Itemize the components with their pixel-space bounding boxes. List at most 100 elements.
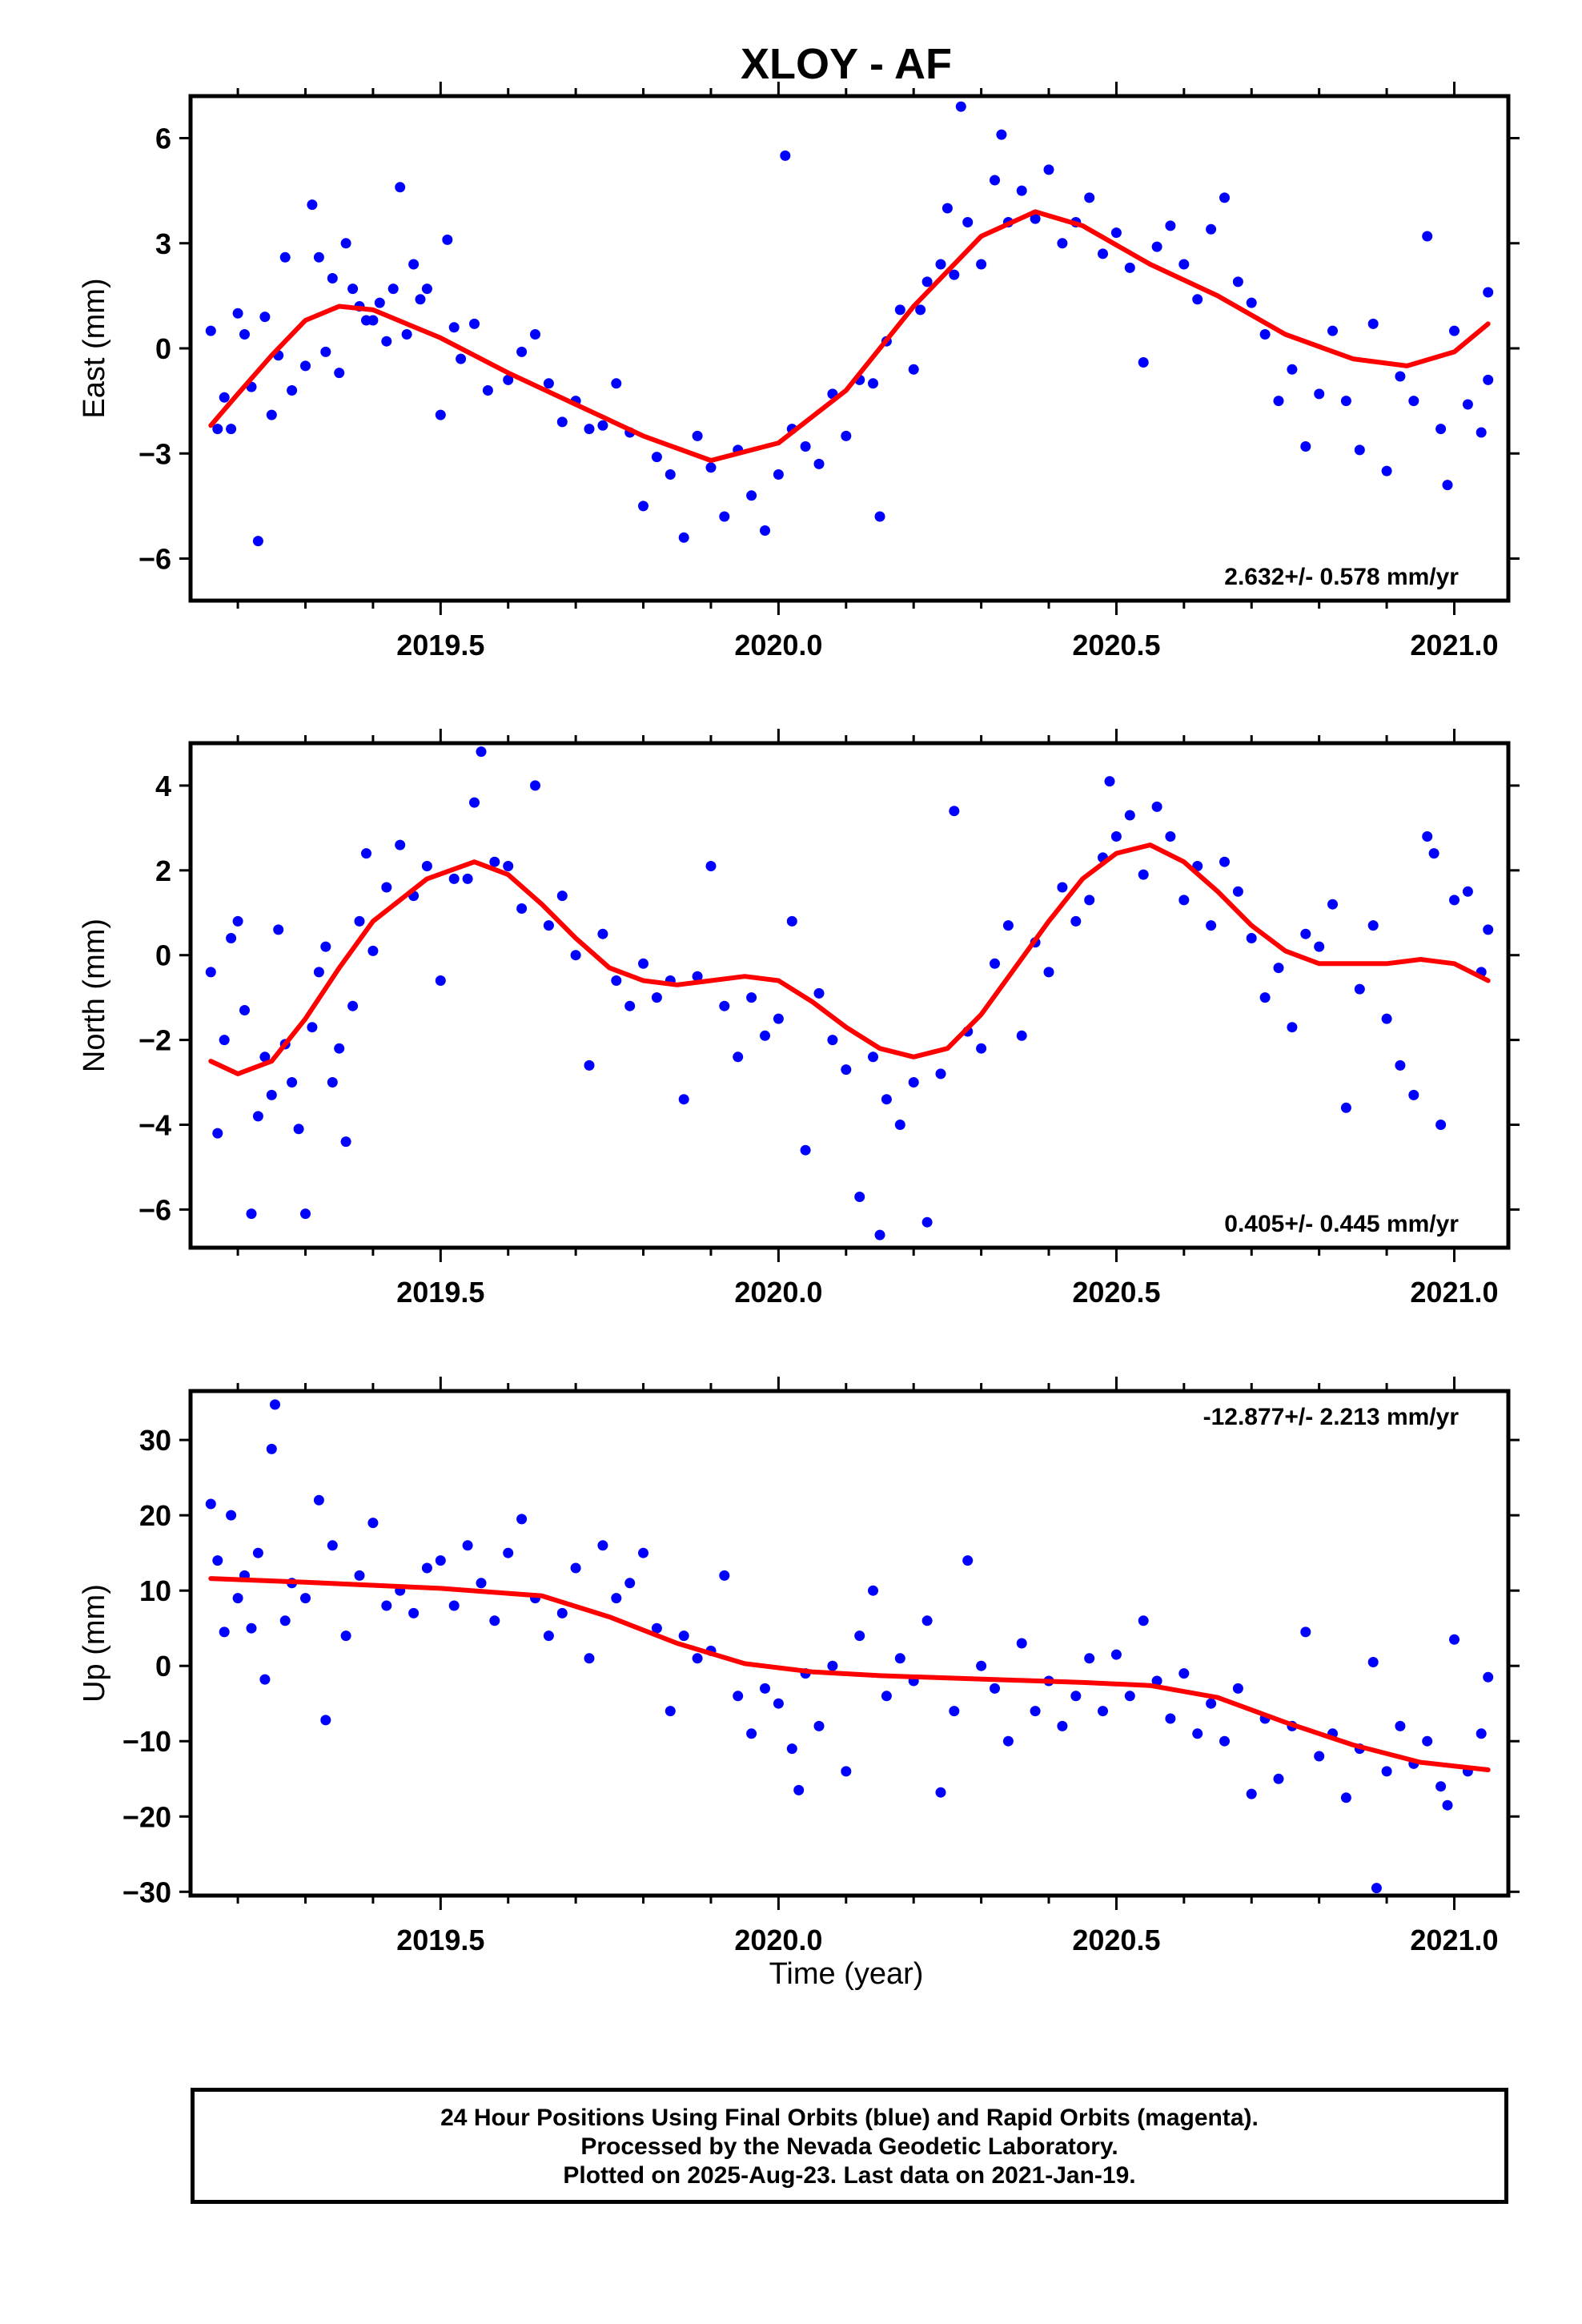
data-point bbox=[813, 458, 825, 469]
north-fit-line bbox=[208, 842, 1491, 1076]
data-point bbox=[1219, 856, 1230, 867]
data-point bbox=[915, 304, 926, 316]
data-point bbox=[1462, 399, 1473, 410]
data-point bbox=[990, 1683, 1000, 1694]
data-point bbox=[570, 1562, 581, 1574]
data-point bbox=[570, 950, 581, 961]
data-point bbox=[1030, 1706, 1041, 1717]
data-point bbox=[246, 1622, 257, 1634]
data-point bbox=[827, 1035, 838, 1046]
data-point bbox=[226, 1510, 237, 1521]
data-point bbox=[678, 1630, 689, 1642]
data-point bbox=[313, 1494, 324, 1506]
data-point bbox=[692, 971, 703, 982]
data-point bbox=[516, 346, 528, 357]
data-point bbox=[347, 283, 359, 295]
data-point bbox=[1371, 1883, 1382, 1894]
data-point bbox=[442, 234, 453, 245]
data-point bbox=[651, 452, 662, 463]
y-tick-label: 10 bbox=[139, 1574, 171, 1607]
data-point bbox=[334, 1043, 345, 1054]
data-point bbox=[469, 797, 480, 808]
y-tick-label: −10 bbox=[122, 1725, 171, 1758]
data-point bbox=[719, 511, 730, 522]
data-point bbox=[266, 409, 277, 420]
data-point bbox=[1178, 259, 1190, 270]
data-point bbox=[361, 848, 371, 859]
x-tick-label: 2021.0 bbox=[1410, 1276, 1498, 1309]
data-point bbox=[746, 1728, 757, 1739]
y-tick-label: −30 bbox=[122, 1876, 171, 1908]
data-point bbox=[719, 1570, 730, 1581]
data-point bbox=[1435, 1120, 1447, 1130]
data-point bbox=[1219, 1735, 1230, 1747]
y-tick-label: −4 bbox=[139, 1108, 171, 1141]
data-point bbox=[226, 424, 237, 435]
up-x-ticks: 2019.5 2020.0 2020.5 2021.0 bbox=[236, 1377, 1499, 1956]
plot-title: XLOY - AF bbox=[741, 40, 952, 88]
data-point bbox=[1016, 185, 1027, 196]
data-point bbox=[307, 1022, 318, 1033]
data-point bbox=[327, 1540, 338, 1551]
data-point bbox=[868, 1051, 878, 1063]
data-point bbox=[1165, 831, 1176, 842]
y-tick-label: −3 bbox=[139, 437, 171, 470]
data-point bbox=[854, 1630, 865, 1642]
footer-line-3: Plotted on 2025-Aug-23. Last data on 202… bbox=[563, 2162, 1136, 2189]
data-point bbox=[435, 1555, 446, 1566]
data-point bbox=[1287, 364, 1298, 375]
data-point bbox=[1381, 1013, 1392, 1024]
data-point bbox=[543, 920, 554, 931]
data-point bbox=[651, 992, 662, 1003]
data-point bbox=[1367, 1657, 1379, 1667]
data-point bbox=[921, 276, 933, 287]
y-tick-label: −2 bbox=[139, 1024, 171, 1057]
data-point bbox=[1340, 396, 1351, 407]
data-point bbox=[780, 150, 791, 161]
data-point bbox=[773, 469, 784, 480]
data-point bbox=[1449, 1634, 1460, 1645]
data-point bbox=[678, 532, 689, 543]
data-point bbox=[746, 490, 757, 501]
data-point bbox=[307, 199, 318, 211]
up-y-ticks: −30 −20 −10 0 10 20 30 bbox=[122, 1424, 1520, 1908]
data-point bbox=[746, 992, 757, 1003]
north-y-ticks: −6 −4 −2 0 2 4 bbox=[139, 770, 1520, 1226]
data-point bbox=[935, 259, 946, 270]
data-point bbox=[868, 1585, 878, 1596]
data-point bbox=[1104, 776, 1115, 787]
data-point bbox=[1422, 831, 1433, 842]
data-point bbox=[597, 1540, 608, 1551]
data-point bbox=[874, 511, 885, 522]
data-point bbox=[556, 891, 568, 902]
data-point bbox=[921, 1615, 933, 1626]
data-point bbox=[320, 1715, 331, 1726]
data-point bbox=[1098, 248, 1108, 259]
data-point bbox=[347, 1000, 359, 1011]
data-point bbox=[252, 536, 263, 547]
data-point bbox=[976, 259, 987, 270]
data-point bbox=[841, 430, 852, 441]
north-x-ticks: 2019.5 2020.0 2020.5 2021.0 bbox=[236, 729, 1499, 1309]
data-point bbox=[395, 182, 406, 193]
data-point bbox=[340, 1630, 351, 1642]
data-point bbox=[279, 251, 291, 263]
data-point bbox=[1381, 465, 1392, 476]
data-point bbox=[584, 424, 595, 435]
data-point bbox=[327, 273, 338, 283]
data-point bbox=[813, 1720, 825, 1731]
data-point bbox=[1232, 886, 1243, 897]
data-point bbox=[894, 1653, 905, 1664]
data-point bbox=[476, 746, 487, 758]
data-point bbox=[1395, 1720, 1406, 1731]
data-point bbox=[1340, 1792, 1351, 1803]
data-point bbox=[786, 915, 797, 927]
x-tick-label: 2020.0 bbox=[734, 629, 822, 661]
data-point bbox=[1367, 318, 1379, 329]
x-tick-label: 2020.0 bbox=[734, 1924, 822, 1956]
data-point bbox=[212, 424, 223, 435]
data-point bbox=[503, 861, 514, 871]
data-point bbox=[1449, 325, 1460, 336]
data-point bbox=[1124, 810, 1135, 821]
